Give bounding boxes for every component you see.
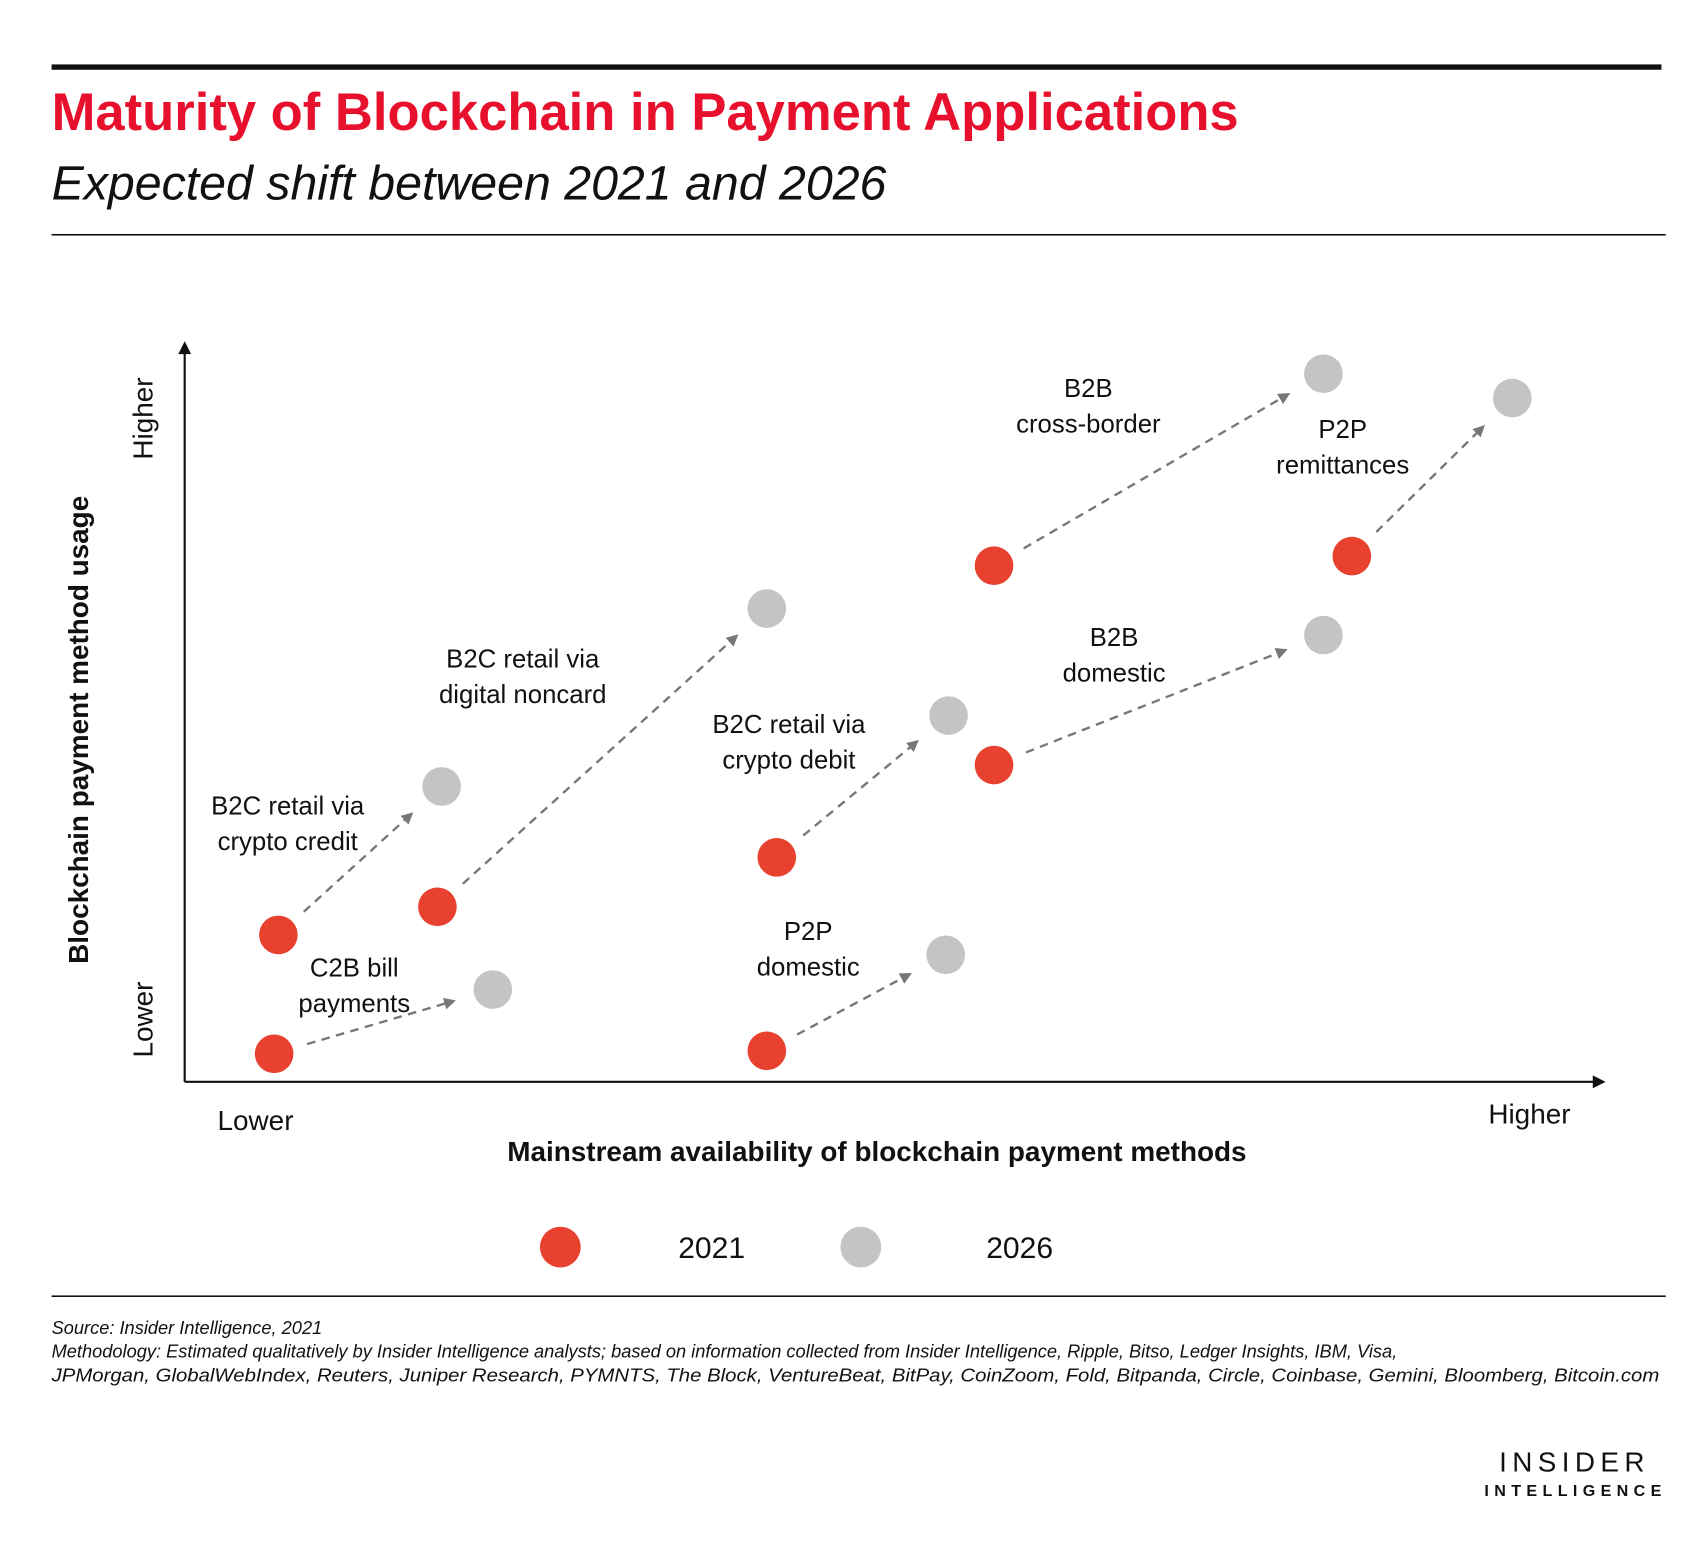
- footer-rule: [51, 1295, 1666, 1298]
- shift-arrow: [462, 634, 739, 885]
- point-label: P2P: [1318, 416, 1367, 444]
- top-rule: [51, 64, 1662, 70]
- point-label: remittances: [1276, 451, 1409, 479]
- x-axis-title: Mainstream availability of blockchain pa…: [507, 1136, 1246, 1167]
- shift-arrow: [1023, 393, 1291, 550]
- shift-arrow: [802, 740, 919, 837]
- point-label: digital noncard: [439, 681, 607, 709]
- point-label: C2B bill: [310, 955, 399, 983]
- point-label: cross-border: [1016, 411, 1161, 439]
- point-2021: [254, 1034, 294, 1074]
- x-tick-lower: Lower: [218, 1105, 294, 1136]
- shift-arrow: [1375, 425, 1485, 533]
- insider-intelligence-logo: INSIDER INTELLIGENCE: [1484, 1446, 1666, 1500]
- legend-swatch-2026: [840, 1226, 882, 1268]
- shift-arrow: [303, 812, 414, 913]
- x-tick-higher: Higher: [1488, 1099, 1570, 1130]
- plot-marks: C2B bill payments B2C retail via crypto cre…: [211, 354, 1532, 1074]
- shift-arrow: [796, 972, 912, 1036]
- svg-text:INSIDER: INSIDER: [1499, 1446, 1650, 1477]
- chart-title: Maturity of Blockchain in Payment Applic…: [52, 83, 1239, 142]
- point-label: crypto debit: [722, 746, 855, 774]
- point-2021: [259, 915, 298, 955]
- methodology-line-2: JPMorgan, GlobalWebIndex, Reuters, Junip…: [50, 1364, 1659, 1385]
- point-2026: [929, 696, 968, 735]
- chart-subtitle: Expected shift between 2021 and 2026: [52, 157, 887, 211]
- point-label: B2B: [1064, 375, 1113, 403]
- point-label: B2C retail via: [211, 793, 365, 821]
- point-2021: [1332, 536, 1372, 576]
- point-label: P2P: [784, 918, 833, 946]
- y-axis-arrow-icon: [178, 341, 192, 355]
- point-2021: [418, 887, 457, 927]
- y-tick-higher: Higher: [127, 377, 158, 459]
- point-label: B2B: [1090, 624, 1139, 652]
- point-label: B2C retail via: [446, 646, 600, 674]
- point-label: payments: [298, 990, 410, 1018]
- legend-label-2026: 2026: [986, 1232, 1053, 1265]
- point-2021: [974, 546, 1014, 586]
- point-2021: [757, 838, 797, 877]
- point-2026: [747, 589, 787, 628]
- y-tick-lower: Lower: [127, 982, 158, 1058]
- point-2026: [422, 767, 461, 806]
- source-note: Source: Insider Intelligence, 2021: [52, 1317, 323, 1338]
- point-2026: [1304, 354, 1343, 394]
- point-2026: [926, 935, 966, 975]
- y-axis-title: Blockchain payment method usage: [63, 496, 94, 964]
- svg-text:INTELLIGENCE: INTELLIGENCE: [1484, 1482, 1666, 1500]
- point-2026: [1492, 378, 1532, 418]
- shift-arrow: [306, 998, 456, 1046]
- legend-label-2021: 2021: [678, 1232, 745, 1265]
- methodology-line-1: Methodology: Estimated qualitatively by …: [52, 1341, 1398, 1362]
- point-label: B2C retail via: [712, 711, 866, 739]
- point-2026: [473, 970, 513, 1009]
- point-2021: [974, 745, 1014, 785]
- point-label: domestic: [1063, 660, 1166, 688]
- x-axis-arrow-icon: [1592, 1075, 1606, 1089]
- legend-swatch-2021: [539, 1226, 581, 1268]
- header-rule: [51, 233, 1666, 236]
- point-2026: [1304, 615, 1343, 655]
- point-2021: [747, 1031, 787, 1071]
- shift-arrow: [1025, 648, 1288, 754]
- point-label: domestic: [757, 954, 860, 982]
- point-label: crypto credit: [218, 828, 358, 856]
